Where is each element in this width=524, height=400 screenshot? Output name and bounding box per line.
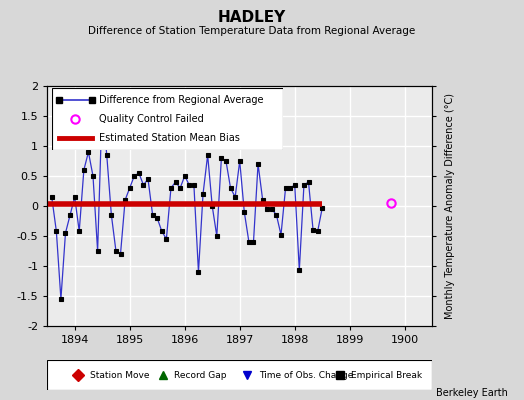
Text: Difference of Station Temperature Data from Regional Average: Difference of Station Temperature Data f…	[88, 26, 415, 36]
Text: Estimated Station Mean Bias: Estimated Station Mean Bias	[99, 133, 239, 143]
Text: Berkeley Earth: Berkeley Earth	[436, 388, 508, 398]
Text: Empirical Break: Empirical Break	[352, 370, 422, 380]
Text: Quality Control Failed: Quality Control Failed	[99, 114, 203, 124]
Y-axis label: Monthly Temperature Anomaly Difference (°C): Monthly Temperature Anomaly Difference (…	[445, 93, 455, 319]
Text: Time of Obs. Change: Time of Obs. Change	[259, 370, 353, 380]
Text: HADLEY: HADLEY	[217, 10, 286, 25]
Text: Record Gap: Record Gap	[174, 370, 227, 380]
Text: Difference from Regional Average: Difference from Regional Average	[99, 95, 263, 105]
Text: Station Move: Station Move	[90, 370, 149, 380]
